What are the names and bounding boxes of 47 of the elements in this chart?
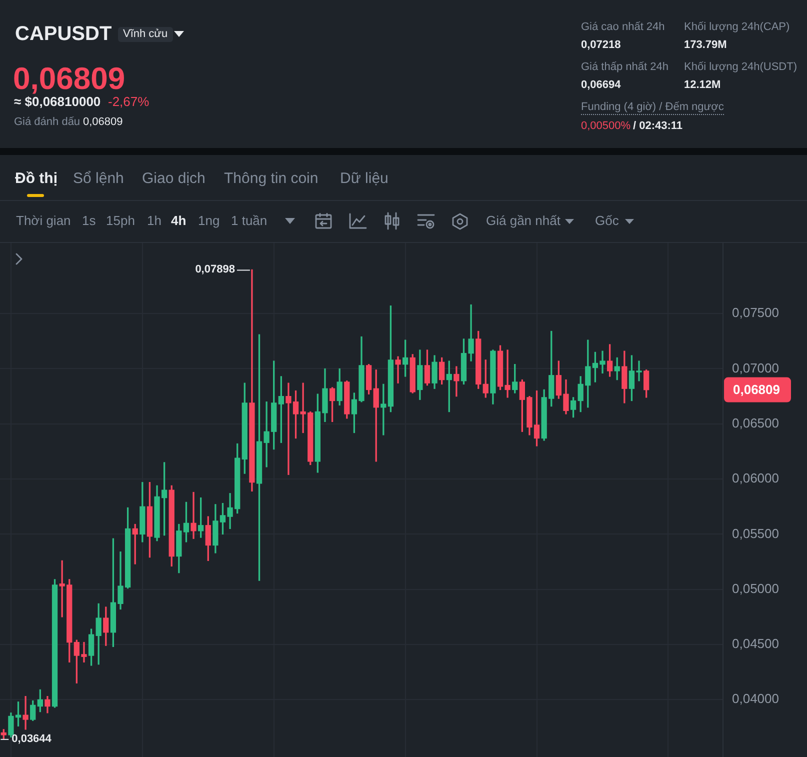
y-tick-label: 0,06000 [732,470,779,486]
text: Giá đánh dấu [14,116,80,128]
text: Dữ liệu [340,170,388,188]
y-tick-label: 0,05000 [732,580,779,596]
text: Khối lượng 24h(USDT) [684,60,798,74]
candlestick [190,492,196,539]
text: ≈ $0,06810000 [14,94,101,110]
text: 4h [171,213,186,229]
y-tick-label: 0,07500 [732,305,779,320]
text: 1 tuần [231,213,268,229]
text: Thời gian [16,213,71,229]
y-tick-label: 0,04500 [732,636,779,652]
candlestick [454,366,460,397]
text: Thông tin coin [224,170,318,188]
text: / 02:43:11 [633,120,683,132]
text: 0,06809 [83,116,123,128]
annotation: 0,03644 [12,732,52,745]
y-tick-label: 0,05500 [732,526,779,541]
text: 0,00500% [581,120,631,132]
text: 1s [82,213,96,229]
candlestick [395,356,401,384]
text: Giao dịch [142,170,206,188]
text: 173.79M [684,38,727,52]
annotation: 0,07898 [195,264,235,276]
text: Giá gần nhất [486,213,560,229]
text: 1h [147,213,162,229]
text: 0,06809 [13,60,126,96]
text: 15ph [106,213,135,229]
y-tick-label: 0,07000 [732,360,779,376]
text: Funding (4 giờ) / Đếm ngược [581,100,724,114]
text: Sổ lệnh [73,170,124,188]
chart-title: CAPUSDT [15,22,112,46]
text: 12.12M [684,78,721,92]
text: Vĩnh cửu [118,26,173,42]
y-tick-label: 0,04000 [732,691,779,706]
text: Giá thấp nhất 24h [581,60,668,74]
text: 0,07218 [581,38,621,52]
y-tick-label: 0,06500 [732,415,779,430]
text: 0,06809 [733,382,780,397]
candlestick [22,696,28,730]
text: -2,67% [108,94,150,110]
text: 1ng [198,213,220,229]
text: Khối lượng 24h(CAP) [684,20,790,34]
text: Gốc [595,213,619,229]
text: 0,06694 [581,78,621,92]
text: Giá cao nhất 24h [581,20,665,34]
text: Đồ thị [15,170,58,188]
